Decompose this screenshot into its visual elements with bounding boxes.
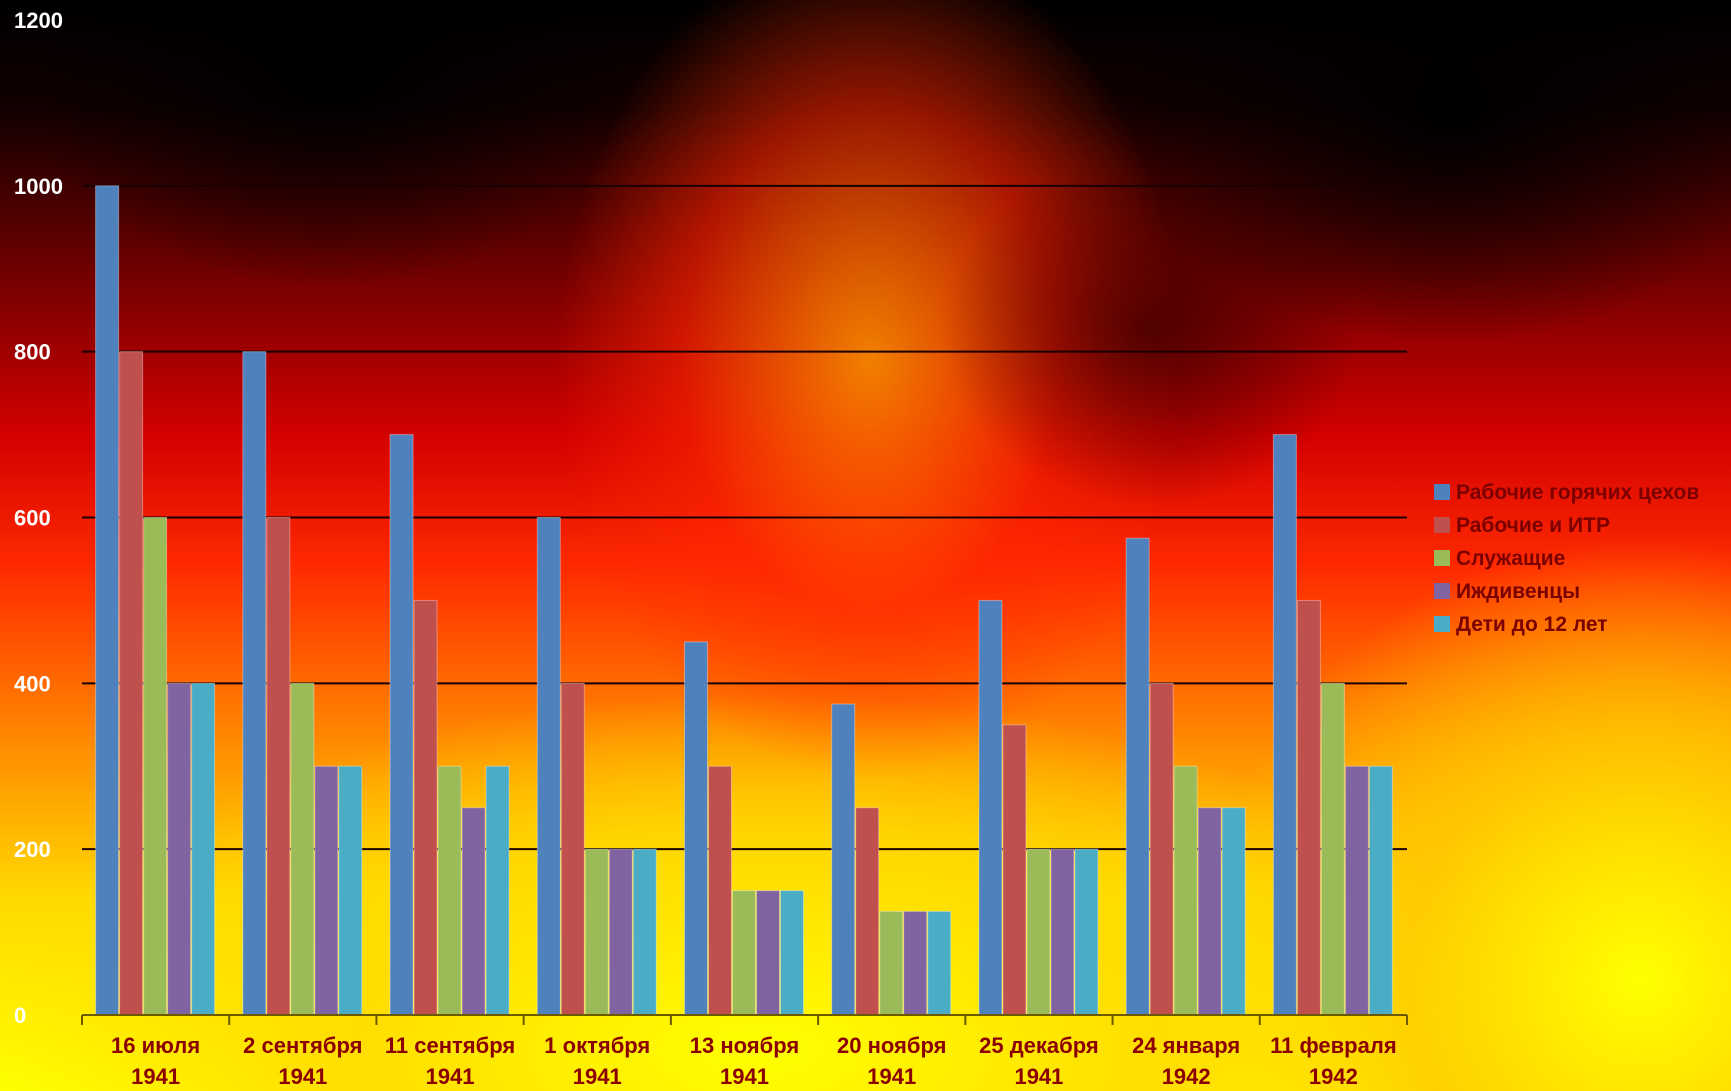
- y-tick-label: 400: [14, 671, 51, 696]
- y-tick-label: 1000: [14, 174, 63, 199]
- bar: [1344, 765, 1369, 1016]
- bar: [855, 807, 880, 1016]
- bar: [903, 910, 928, 1016]
- legend-label: Рабочие и ИТР: [1456, 514, 1610, 537]
- x-tick-label-year: 1941: [131, 1064, 180, 1089]
- x-tick-label: 25 декабря: [979, 1033, 1099, 1058]
- bar: [732, 890, 756, 1016]
- legend-label: Служащие: [1456, 547, 1565, 570]
- bar: [1296, 599, 1321, 1016]
- bar: [1125, 537, 1150, 1016]
- bar: [584, 848, 609, 1016]
- bar: [536, 517, 561, 1016]
- x-tick-label: 16 июля: [111, 1033, 200, 1058]
- legend-label: Рабочие горячих цехов: [1456, 481, 1699, 504]
- bar: [684, 641, 708, 1016]
- bar: [95, 185, 120, 1016]
- bar: [1320, 682, 1345, 1016]
- x-tick-label-year: 1941: [426, 1064, 475, 1089]
- bar: [1173, 765, 1198, 1016]
- bar: [1272, 434, 1297, 1016]
- y-tick-label: 1200: [14, 8, 63, 33]
- x-axis-ticks: 16 июля 1941 2 сентября 1941 11 сентября 1941…: [111, 1033, 1397, 1089]
- x-axis: [81, 1014, 1408, 1025]
- x-tick-label: 2 сентября: [243, 1033, 362, 1058]
- x-tick-label: 13 ноября: [690, 1033, 799, 1058]
- x-tick-label-year: 1941: [573, 1064, 622, 1089]
- bar: [831, 703, 856, 1016]
- legend-label: Дети до 12 лет: [1456, 613, 1608, 636]
- bar: [290, 682, 315, 1016]
- bar: [167, 682, 192, 1016]
- bar: [1149, 682, 1174, 1016]
- bar: [314, 765, 339, 1016]
- x-tick-label-year: 1941: [278, 1064, 327, 1089]
- x-tick-label: 20 ноября: [837, 1033, 946, 1058]
- bar: [756, 890, 780, 1016]
- bar: [143, 517, 168, 1016]
- legend-swatch: [1434, 550, 1450, 566]
- legend-swatch: [1434, 484, 1450, 500]
- bar: [413, 599, 438, 1016]
- bar: [1197, 807, 1222, 1016]
- bar: [632, 848, 657, 1016]
- x-tick-label: 1 октября: [544, 1033, 650, 1058]
- bar: [1050, 848, 1075, 1016]
- bar: [1026, 848, 1051, 1016]
- bar: [927, 910, 952, 1016]
- bar: [338, 765, 363, 1016]
- bar: [119, 351, 144, 1016]
- x-tick-label-year: 1941: [720, 1064, 769, 1089]
- bar: [242, 351, 267, 1016]
- bar: [978, 599, 1003, 1016]
- bars: [95, 185, 1393, 1016]
- x-tick-label-year: 1942: [1162, 1064, 1211, 1089]
- bar: [389, 434, 414, 1016]
- y-axis-ticks: 0 200 400 600 800 1000 1200: [14, 8, 63, 1028]
- bar: [1221, 807, 1246, 1016]
- y-tick-label: 600: [14, 506, 51, 531]
- legend-swatch: [1434, 583, 1450, 599]
- legend-label: Иждивенцы: [1456, 580, 1580, 603]
- x-tick-label-year: 1941: [1014, 1064, 1063, 1089]
- bar: [1002, 724, 1027, 1016]
- legend-swatch: [1434, 517, 1450, 533]
- bar: [485, 765, 510, 1016]
- bar: [437, 765, 462, 1016]
- bar: [461, 807, 486, 1016]
- bar: [191, 682, 216, 1016]
- legend-swatch: [1434, 616, 1450, 632]
- bar: [708, 765, 732, 1016]
- x-tick-label-year: 1941: [867, 1064, 916, 1089]
- legend: Рабочие горячих цехов Рабочие и ИТР Служащ…: [1434, 481, 1699, 636]
- bar: [608, 848, 633, 1016]
- x-tick-label-year: 1942: [1309, 1064, 1358, 1089]
- bar: [1074, 848, 1099, 1016]
- x-tick-label: 11 сентября: [385, 1033, 515, 1058]
- bar: [266, 517, 291, 1016]
- x-tick-label: 11 февраля: [1270, 1033, 1397, 1058]
- y-tick-label: 800: [14, 340, 51, 365]
- y-tick-label: 200: [14, 837, 51, 862]
- bar: [879, 910, 904, 1016]
- bar: [780, 890, 804, 1016]
- y-tick-label: 0: [14, 1003, 26, 1028]
- bar: [1368, 765, 1393, 1016]
- bar: [560, 682, 585, 1016]
- x-tick-label: 24 января: [1132, 1033, 1240, 1058]
